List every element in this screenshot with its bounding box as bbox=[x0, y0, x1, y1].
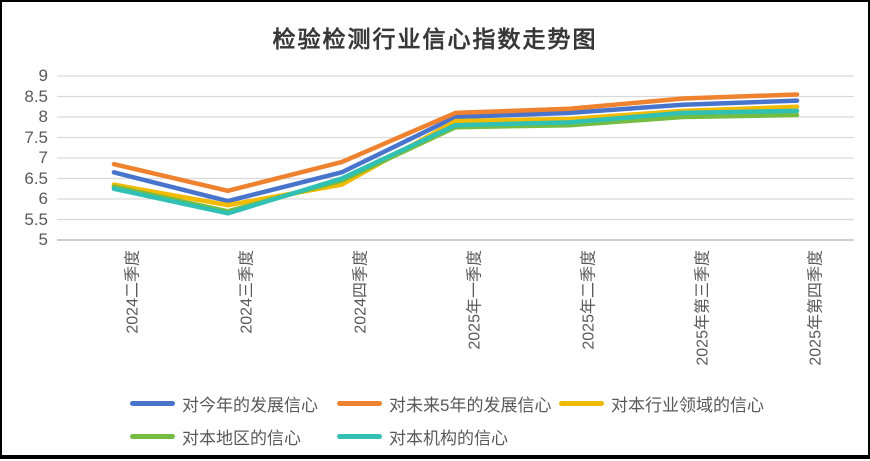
legend-line-swatch-icon bbox=[130, 400, 175, 406]
legend-line-swatch-icon bbox=[559, 400, 604, 406]
legend-item-this-year-confidence: 对今年的发展信心 bbox=[130, 393, 318, 415]
y-axis-tick-label: 6 bbox=[38, 189, 48, 208]
legend-label: 对未来5年的发展信心 bbox=[389, 395, 552, 415]
legend-label: 对本机构的信心 bbox=[389, 428, 508, 448]
y-axis-tick-label: 8.5 bbox=[24, 86, 48, 106]
legend-item-own-institution-confidence: 对本机构的信心 bbox=[337, 426, 508, 448]
legend-label: 对本地区的信心 bbox=[182, 428, 301, 448]
y-axis-tick-label: 7 bbox=[38, 148, 48, 167]
legend-item-industry-field-confidence: 对本行业领域的信心 bbox=[559, 393, 764, 415]
series-line-对今年的发展信心 bbox=[111, 98, 800, 204]
x-axis-category-label: 2025年第四季度 bbox=[808, 250, 826, 366]
series-line-对本机构的信心 bbox=[111, 108, 800, 216]
y-axis-tick-label: 6.5 bbox=[24, 168, 48, 188]
y-axis-tick-label: 8 bbox=[38, 107, 48, 126]
legend-label: 对本行业领域的信心 bbox=[611, 395, 764, 415]
x-axis-category-label: 2024二季度 bbox=[124, 250, 142, 334]
legend-item-local-region-confidence: 对本地区的信心 bbox=[130, 426, 301, 448]
legend-line-swatch-icon bbox=[337, 433, 382, 439]
y-axis-tick-label: 9 bbox=[38, 66, 48, 85]
y-axis-tick-label: 5 bbox=[38, 230, 48, 249]
legend-line-swatch-icon bbox=[130, 433, 175, 439]
legend-item-next-5-years-confidence: 对未来5年的发展信心 bbox=[337, 393, 552, 415]
legend-line-swatch-icon bbox=[337, 400, 382, 406]
x-axis-category-label: 2025年一季度 bbox=[466, 250, 484, 350]
chart-title: 检验检测行业信心指数走势图 bbox=[272, 26, 598, 53]
x-axis-category-label: 2025年二季度 bbox=[580, 250, 598, 350]
x-axis-category-label: 2024四季度 bbox=[352, 250, 370, 334]
x-axis-category-label: 2025年第三季度 bbox=[694, 250, 712, 366]
series-line-对未来5年的发展信心 bbox=[111, 92, 800, 194]
y-axis-tick-label: 5.5 bbox=[24, 209, 48, 229]
legend-label: 对今年的发展信心 bbox=[182, 395, 318, 415]
x-axis-category-label: 2024三季度 bbox=[238, 250, 256, 334]
y-axis-tick-label: 7.5 bbox=[24, 127, 48, 147]
